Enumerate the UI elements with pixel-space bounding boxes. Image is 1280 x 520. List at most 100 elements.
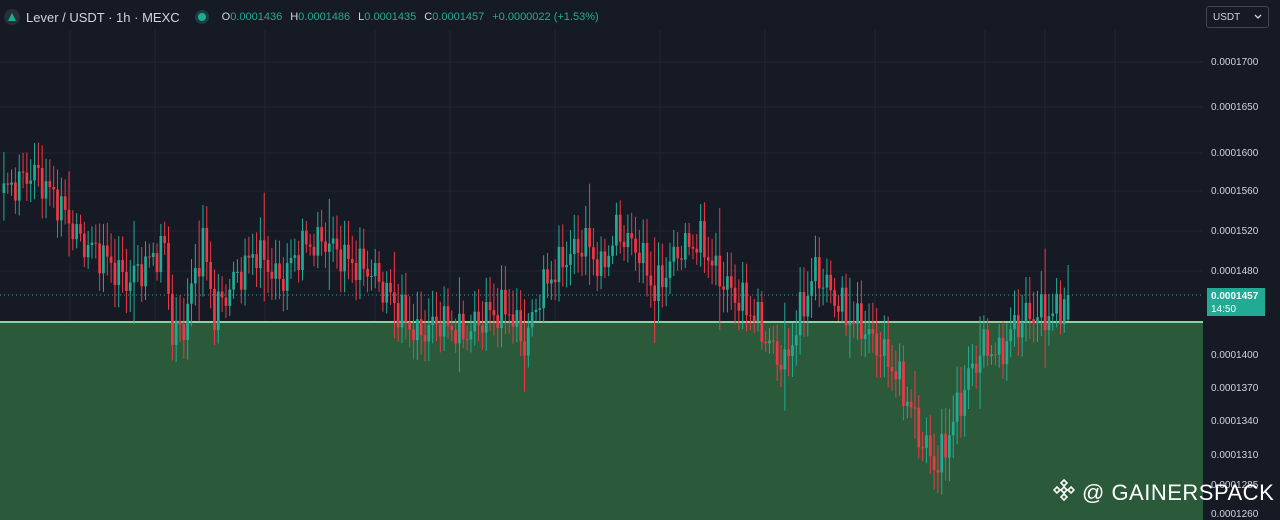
candle xyxy=(932,433,936,490)
candle xyxy=(473,291,477,346)
candle-body xyxy=(33,164,36,181)
last-price-tag: 0.0001457 14:50 xyxy=(1207,288,1265,316)
candle-body xyxy=(1036,317,1039,324)
candle-body xyxy=(331,238,335,244)
y-axis-tick-label: 0.0001600 xyxy=(1211,148,1259,159)
candle-body xyxy=(764,341,768,344)
candle-body xyxy=(928,435,932,457)
candle xyxy=(125,248,128,313)
candle xyxy=(450,310,454,342)
candle-body xyxy=(389,282,392,293)
candle-body xyxy=(496,315,500,328)
candle xyxy=(304,220,308,253)
currency-select[interactable]: USDT xyxy=(1206,6,1269,28)
candle xyxy=(320,209,323,256)
candle xyxy=(335,215,339,269)
ohlc-low: L0.0001435 xyxy=(358,11,417,23)
candle xyxy=(515,288,519,343)
candle-body xyxy=(611,245,614,256)
candle-body xyxy=(197,268,201,277)
candle xyxy=(588,183,591,285)
candle xyxy=(580,229,584,276)
candle xyxy=(645,219,649,297)
candle xyxy=(894,350,898,398)
candle xyxy=(722,261,725,313)
candle xyxy=(921,431,924,462)
watermark-text: @ GAINERSPACK xyxy=(1082,480,1275,505)
candle xyxy=(787,328,790,377)
candle-body xyxy=(128,282,132,291)
candle-body xyxy=(190,283,193,304)
candle-body xyxy=(182,324,186,341)
candle-body xyxy=(423,335,427,342)
y-axis-tick-label: 0.0001700 xyxy=(1211,57,1259,68)
candle xyxy=(936,445,940,494)
candle-body xyxy=(863,334,867,339)
candle xyxy=(680,245,683,271)
candle xyxy=(266,235,270,293)
candle xyxy=(546,253,549,298)
candle xyxy=(909,389,913,418)
candle xyxy=(247,236,251,274)
candle-body xyxy=(136,264,140,266)
candle-body xyxy=(837,305,840,312)
candle xyxy=(477,289,480,342)
candle xyxy=(821,268,825,306)
candle-body xyxy=(798,292,802,336)
candle-body xyxy=(393,292,396,304)
candle xyxy=(350,235,354,283)
candle xyxy=(852,301,856,339)
candle-body xyxy=(787,349,790,356)
candle xyxy=(117,236,121,308)
candle-body xyxy=(990,354,993,357)
candle xyxy=(331,216,335,262)
candle-body xyxy=(749,315,752,317)
candle xyxy=(40,145,44,219)
candle xyxy=(52,165,56,208)
candle-body xyxy=(645,242,649,276)
candle xyxy=(293,238,297,272)
symbol-title[interactable]: Lever / USDT · 1h · MEXC xyxy=(26,9,180,25)
candle-body xyxy=(63,196,67,210)
y-axis-tick-label: 0.0001370 xyxy=(1211,383,1259,394)
candle-body xyxy=(549,279,553,284)
candle xyxy=(324,222,327,268)
candle-body xyxy=(488,302,492,311)
candle-body xyxy=(396,303,400,328)
candle-body xyxy=(94,242,98,244)
chevron-down-icon xyxy=(1254,12,1262,23)
candle-body xyxy=(193,268,197,284)
candle-body xyxy=(779,364,783,370)
candle-body xyxy=(580,252,584,257)
candle xyxy=(603,238,607,279)
candle xyxy=(385,271,389,314)
candle xyxy=(71,210,75,251)
candle xyxy=(607,245,611,277)
candle xyxy=(706,236,710,278)
candle xyxy=(44,158,48,219)
candle-body xyxy=(875,333,879,356)
candle xyxy=(863,310,867,358)
candle xyxy=(944,407,947,481)
candle-body xyxy=(791,345,794,356)
y-axis-tick-label: 0.0001480 xyxy=(1211,266,1259,277)
candle-body xyxy=(465,339,469,341)
candle xyxy=(622,225,626,261)
candle-body xyxy=(733,287,737,303)
candle-body xyxy=(1059,293,1062,325)
candle-body xyxy=(385,282,389,303)
candle xyxy=(967,346,970,410)
binance-logo-icon xyxy=(1052,478,1076,508)
candle xyxy=(994,342,997,366)
candle xyxy=(236,259,239,283)
candle-body xyxy=(75,224,78,240)
candle-body xyxy=(821,287,825,289)
last-price: 0.0001457 xyxy=(1211,291,1259,302)
candle-body xyxy=(178,320,182,325)
candle-body xyxy=(963,389,967,416)
candle-body xyxy=(905,401,909,406)
candle xyxy=(461,300,465,349)
candle xyxy=(213,269,216,346)
